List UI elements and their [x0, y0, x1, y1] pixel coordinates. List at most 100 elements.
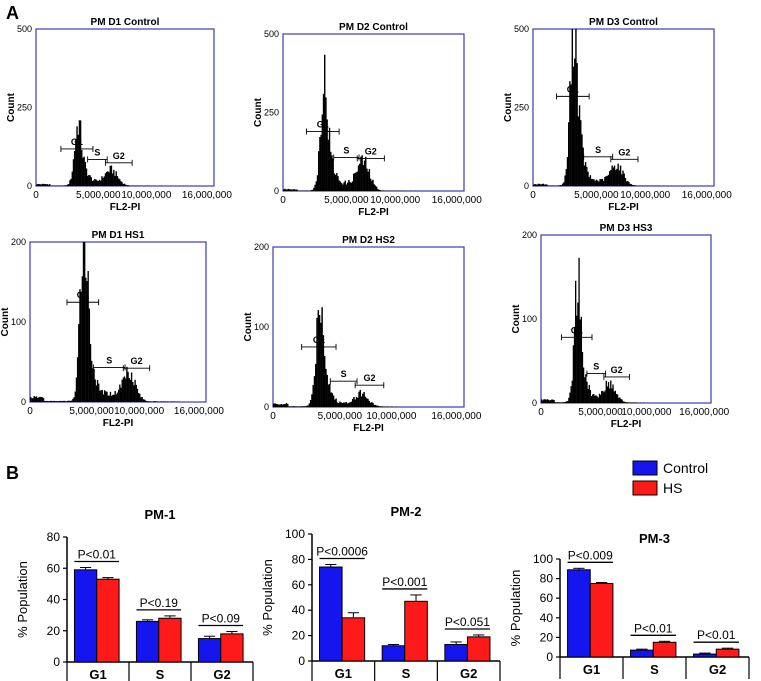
histogram-bin — [333, 173, 336, 191]
histogram-bin — [62, 400, 65, 402]
x-tick-label: 10,000,000 — [370, 195, 420, 206]
histogram-bin — [46, 184, 49, 186]
histogram-bin — [130, 372, 133, 402]
y-tick-label: 250 — [264, 108, 279, 118]
bar-chart-2: PM-2 0 20 40 60 80 100 % Population G1 P<0.0006 S P… — [260, 504, 501, 681]
y-tick-label: 40 — [540, 611, 554, 625]
histogram-bin — [90, 177, 92, 186]
histogram-bin — [634, 185, 636, 186]
histogram-bin — [317, 151, 320, 191]
histogram-bin — [59, 400, 61, 402]
histogram-bin — [103, 176, 106, 186]
histogram-bin — [569, 81, 571, 186]
histogram-bin — [338, 180, 340, 191]
histogram-bin — [603, 392, 605, 403]
histogram-bin — [560, 185, 563, 186]
category-label-g2: G2 — [213, 667, 230, 681]
histogram-bin — [155, 401, 157, 402]
histogram-bin — [41, 183, 44, 186]
histogram-bin — [602, 390, 604, 403]
histogram-bin — [372, 179, 374, 191]
histogram-bin — [330, 151, 332, 191]
histogram-bin — [358, 391, 360, 407]
histogram-bin — [337, 176, 339, 191]
histogram-bin — [359, 163, 361, 191]
histogram-bin — [35, 396, 38, 402]
histogram-bin — [339, 401, 341, 407]
histogram-bin — [76, 357, 79, 402]
histogram-bin — [344, 180, 346, 191]
histogram-bin — [321, 307, 323, 407]
gate-label-s: S — [341, 369, 347, 379]
y-axis-label: Count — [503, 92, 514, 122]
histogram-bin — [362, 393, 364, 407]
histogram-bin — [365, 398, 368, 407]
histogram-bin — [342, 184, 344, 191]
y-tick-label: 200 — [11, 237, 26, 247]
histogram-bin — [543, 184, 546, 186]
x-axis-label: FL2-PI — [110, 202, 141, 213]
histogram-bin — [126, 366, 128, 402]
histogram-bin — [274, 403, 276, 407]
histogram-bin — [357, 165, 360, 191]
histogram-bin — [119, 384, 121, 402]
legend-swatch-hs — [632, 480, 658, 496]
histogram-bin — [308, 403, 311, 407]
histogram-bin — [319, 137, 321, 191]
histogram-bin — [107, 171, 109, 186]
bar-hs-s — [652, 641, 677, 658]
gate-label-g1: G1 — [571, 325, 583, 335]
histogram-bin — [616, 394, 619, 403]
histogram-bin — [356, 171, 359, 191]
histogram-bin — [610, 380, 612, 403]
gate-label-s: S — [343, 145, 349, 155]
legend: Control HS — [632, 460, 708, 496]
histogram-bin — [100, 180, 102, 186]
histogram-bin — [287, 188, 290, 191]
histogram-bin — [355, 396, 358, 407]
histogram-bin — [581, 351, 584, 403]
histogram-bin — [610, 169, 612, 186]
histogram-bin — [41, 397, 44, 402]
p-value-label: P<0.09 — [202, 612, 241, 626]
histogram-bin — [34, 396, 37, 402]
histogram-bin — [387, 406, 390, 407]
histogram-bin — [74, 391, 76, 402]
histogram-bin — [113, 394, 115, 402]
histogram-bin — [604, 176, 606, 186]
bar-chart-3: PM-3 0 20 40 60 80 100 % Population G1 P<0.009 S P<… — [508, 531, 750, 679]
p-value-label: P<0.01 — [697, 628, 736, 642]
histogram-bin — [582, 367, 585, 403]
histogram-bin — [589, 175, 592, 186]
histogram-bin — [619, 165, 622, 186]
histogram-bin — [89, 175, 91, 186]
p-value-label: P<0.009 — [568, 548, 613, 562]
histogram-bin — [381, 190, 384, 191]
histogram-bin — [560, 402, 562, 403]
histogram-bin — [147, 401, 149, 402]
bar-hs-g2 — [466, 636, 491, 662]
x-tick-label: 0 — [33, 190, 39, 201]
plot-frame — [532, 28, 715, 187]
histogram-bin — [618, 397, 620, 403]
histogram-bin — [551, 399, 553, 403]
histogram-bin — [588, 384, 590, 403]
histogram-bin — [117, 178, 120, 186]
y-tick-label: 80 — [540, 572, 554, 586]
histogram-bin — [82, 242, 85, 402]
histogram-bin — [160, 401, 162, 402]
histogram-bin — [103, 390, 106, 402]
histogram-bin — [593, 179, 595, 186]
histogram-bin — [122, 377, 125, 402]
histogram-bin — [112, 394, 114, 402]
histogram-bin — [171, 401, 174, 402]
histogram-bin — [595, 395, 597, 403]
bar-hs-g1 — [589, 583, 614, 658]
histogram-bin — [120, 181, 122, 186]
histogram-bin — [113, 169, 115, 186]
histogram-bin — [623, 401, 626, 403]
gate-label-s: S — [106, 355, 112, 365]
histogram-bin — [613, 391, 615, 403]
histogram-bin — [301, 406, 303, 407]
histogram-bin — [85, 277, 87, 402]
